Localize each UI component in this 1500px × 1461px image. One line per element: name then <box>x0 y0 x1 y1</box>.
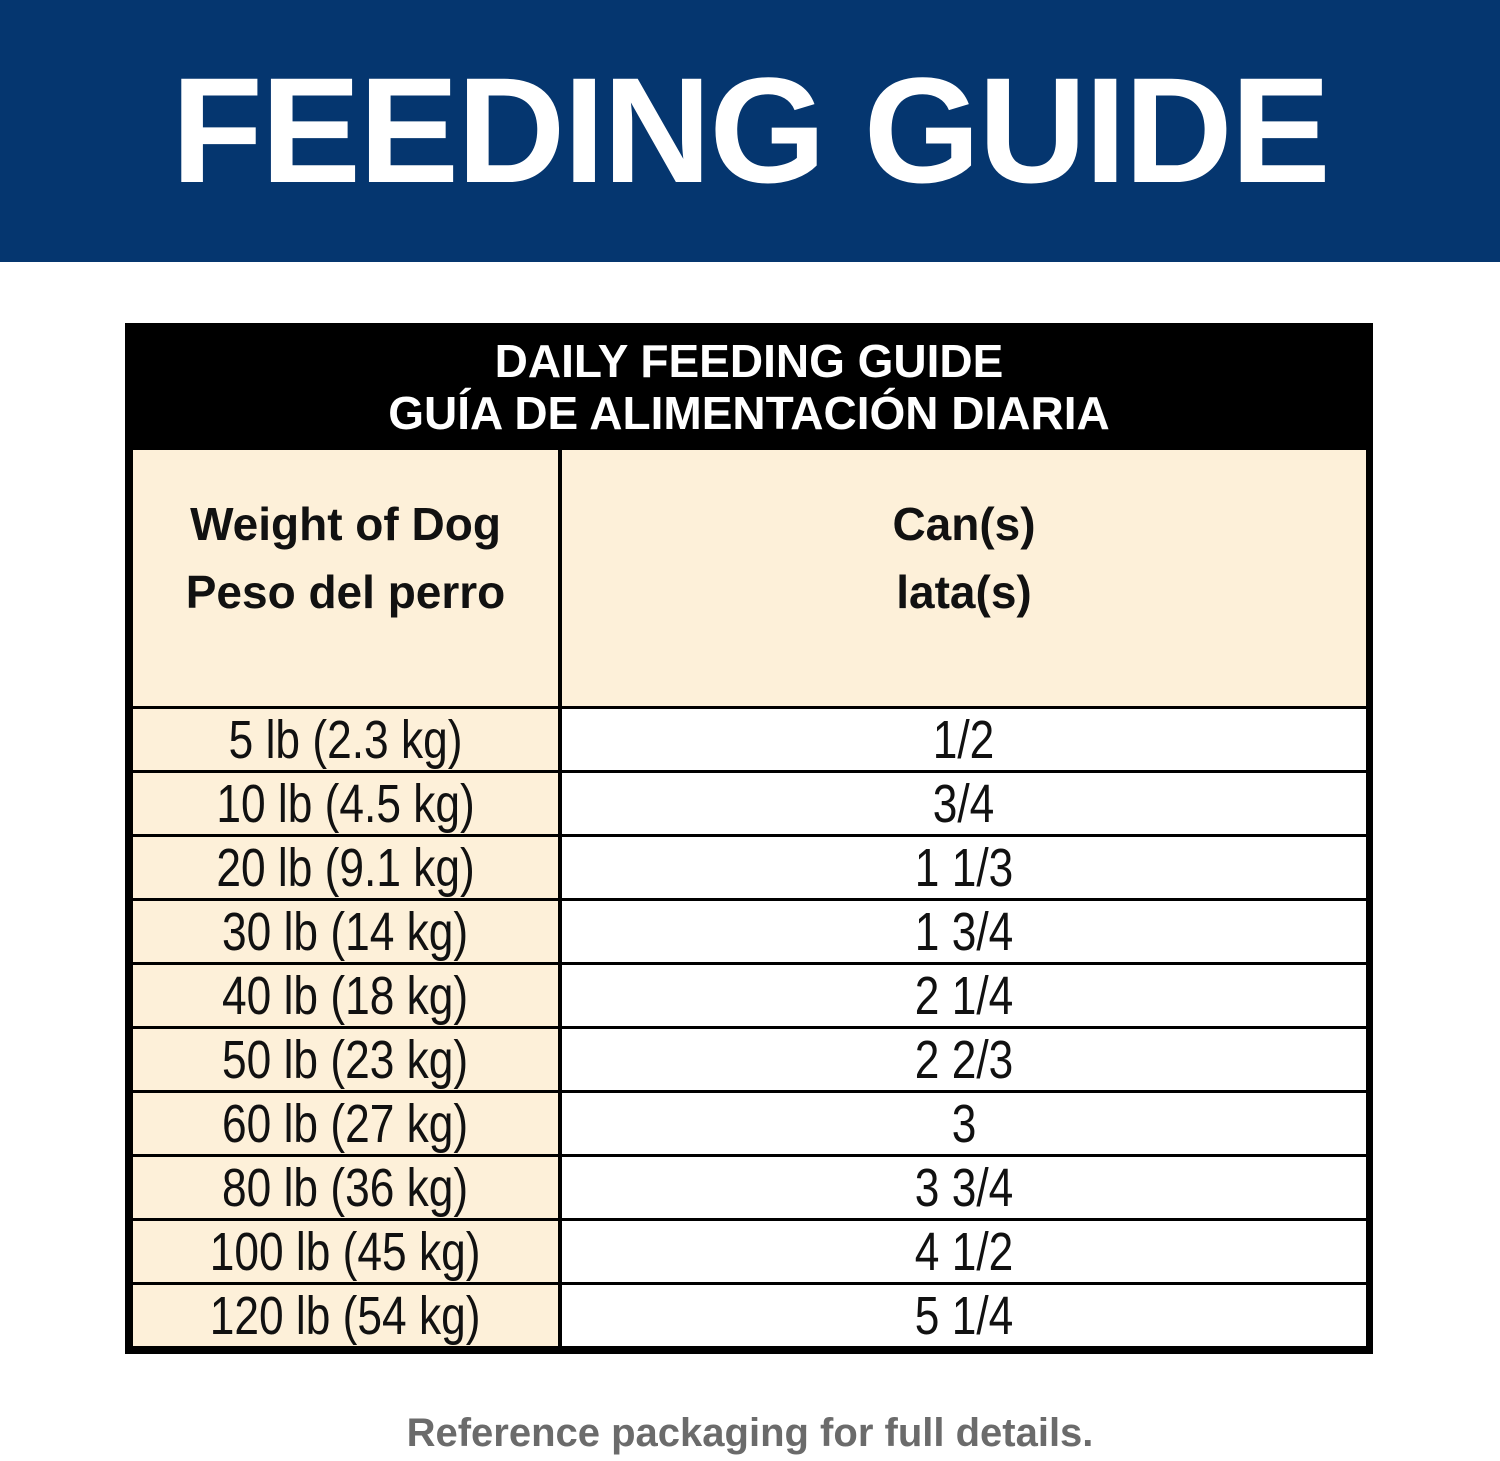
cell-text: 10 lb (4.5 kg) <box>216 773 475 834</box>
header-line: Weight of Dog <box>190 498 501 550</box>
cell-text: 5 lb (2.3 kg) <box>228 709 463 770</box>
cell-text: 4 1/2 <box>914 1221 1014 1282</box>
cell-text: 3/4 <box>933 773 995 834</box>
cell-text: 100 lb (45 kg) <box>210 1221 481 1282</box>
cell-text: 2 2/3 <box>914 1029 1014 1090</box>
cell-text: 50 lb (23 kg) <box>222 1029 469 1090</box>
header-line: lata(s) <box>896 566 1032 618</box>
table-title: DAILY FEEDING GUIDE <box>494 335 1004 387</box>
cell-text: 60 lb (27 kg) <box>222 1093 469 1154</box>
footer-note: Reference packaging for full details. <box>406 1411 1094 1455</box>
table-cell: 3/4 <box>562 773 1366 834</box>
header-line: Peso del perro <box>185 566 506 618</box>
table-title: GUÍA DE ALIMENTACIÓN DIARIA <box>388 387 1110 439</box>
cell-text: 3 <box>951 1093 977 1154</box>
table-cell: 60 lb (27 kg) <box>133 1093 558 1154</box>
cell-text: 3 3/4 <box>914 1157 1014 1218</box>
cell-text: 1 1/3 <box>914 837 1014 898</box>
table-cell: 1 1/3 <box>562 837 1366 898</box>
table-cell: 100 lb (45 kg) <box>133 1221 558 1282</box>
table-cell: 120 lb (54 kg) <box>133 1285 558 1346</box>
page-title: FEEDING GUIDE <box>171 46 1330 214</box>
table-cell: 40 lb (18 kg) <box>133 965 558 1026</box>
table-cell: 5 lb (2.3 kg) <box>133 709 558 770</box>
cell-text: 80 lb (36 kg) <box>222 1157 469 1218</box>
table-cell: 10 lb (4.5 kg) <box>133 773 558 834</box>
cell-text: 1 3/4 <box>914 901 1014 962</box>
cell-text: 20 lb (9.1 kg) <box>216 837 475 898</box>
table-cell: 2 2/3 <box>562 1029 1366 1090</box>
cell-text: 1/2 <box>933 709 995 770</box>
cell-text: 40 lb (18 kg) <box>222 965 469 1026</box>
table-cell: 3 <box>562 1093 1366 1154</box>
table-cell: 1/2 <box>562 709 1366 770</box>
table-cell: 30 lb (14 kg) <box>133 901 558 962</box>
table-cell: 20 lb (9.1 kg) <box>133 837 558 898</box>
table-cell: 4 1/2 <box>562 1221 1366 1282</box>
header-line: Can(s) <box>892 498 1036 550</box>
cell-text: 2 1/4 <box>914 965 1014 1026</box>
table-cell: 1 3/4 <box>562 901 1366 962</box>
table-cell: 2 1/4 <box>562 965 1366 1026</box>
table-cell: 80 lb (36 kg) <box>133 1157 558 1218</box>
cell-text: 5 1/4 <box>914 1285 1014 1346</box>
banner: FEEDING GUIDE <box>0 0 1500 262</box>
cell-text: 120 lb (54 kg) <box>210 1285 481 1346</box>
column-header: Weight of Dog Peso del perro <box>133 450 558 706</box>
table-cell: 5 1/4 <box>562 1285 1366 1346</box>
column-header: Can(s) lata(s) <box>562 450 1366 706</box>
table-cell: 3 3/4 <box>562 1157 1366 1218</box>
cell-text: 30 lb (14 kg) <box>222 901 469 962</box>
feeding-table: DAILY FEEDING GUIDE GUÍA DE ALIMENTACIÓN… <box>125 323 1373 1354</box>
table-cell: 50 lb (23 kg) <box>133 1029 558 1090</box>
